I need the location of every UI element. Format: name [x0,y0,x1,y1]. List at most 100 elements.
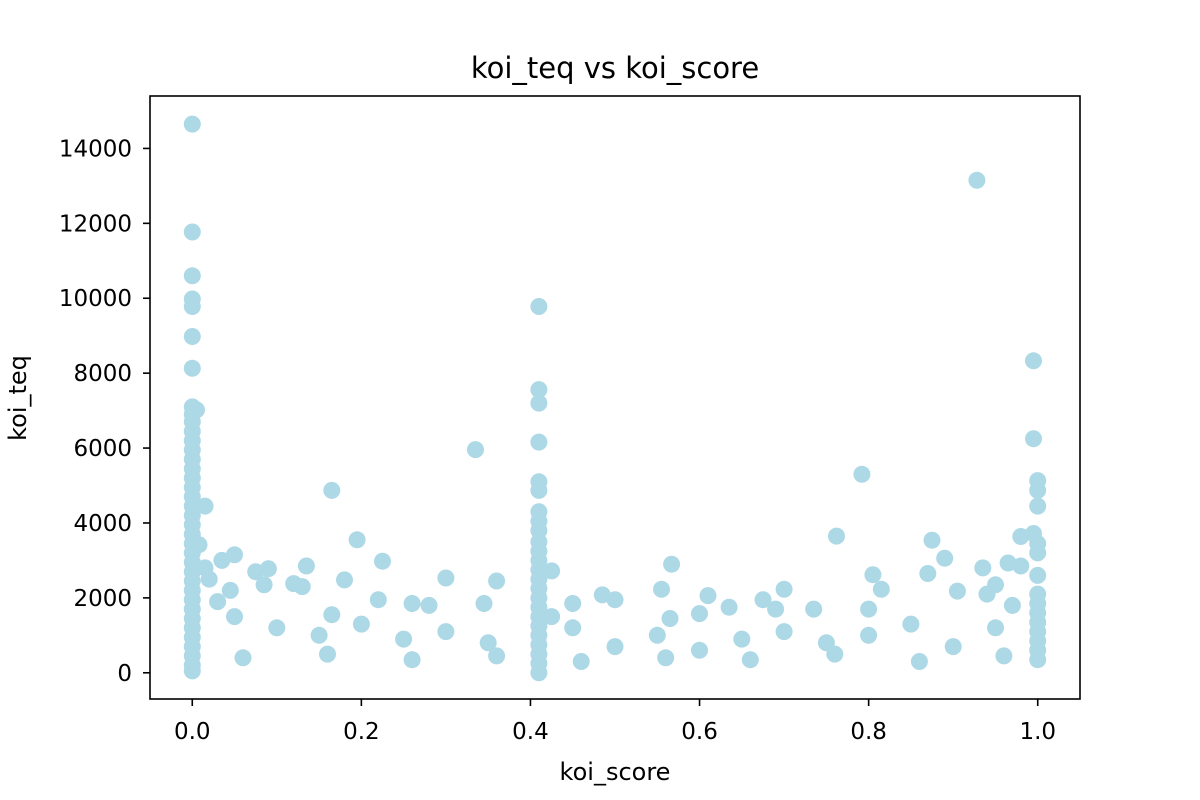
scatter-point [247,563,265,581]
scatter-point [648,626,666,644]
scatter-point [564,595,582,612]
scatter-point [221,581,239,599]
scatter-point [183,662,201,680]
scatter-point [293,578,311,596]
scatter-point [268,619,286,637]
scatter-point [741,651,759,669]
scatter-point [543,608,561,626]
scatter-point [606,591,624,609]
scatter-point [369,591,387,609]
scatter-point [1025,430,1042,448]
x-tick-label: 0.2 [343,719,380,745]
data-points [183,115,1047,682]
scatter-point [475,595,493,612]
scatter-point [209,593,227,611]
scatter-point [653,580,670,598]
scatter-point [1029,651,1047,669]
x-tick-label: 0.0 [174,719,211,745]
scatter-point [606,638,624,656]
scatter-point [183,328,201,345]
scatter-point [853,465,871,483]
scatter-point [987,619,1004,637]
scatter-point [395,630,413,648]
scatter-point [319,645,336,663]
y-tick-label: 6000 [73,436,132,462]
x-tick-label: 0.4 [512,719,549,745]
scatter-point [999,554,1017,572]
chart-title: koi_teq vs koi_score [471,51,759,85]
x-axis: 0.0 0.2 0.4 0.6 0.8 1.0 [174,699,1056,745]
scatter-point [543,562,561,580]
scatter-point [530,298,548,315]
scatter-point [564,619,582,637]
scatter-point [1029,497,1047,515]
scatter-point [437,569,455,587]
scatter-point [530,481,548,499]
scatter-point [183,267,201,285]
y-tick-label: 2000 [73,586,132,612]
scatter-point [183,298,201,315]
scatter-point [310,626,328,644]
scatter-point [828,527,845,545]
x-axis-label: koi_score [560,758,671,786]
scatter-point [805,600,823,618]
scatter-point [860,600,878,618]
scatter-point [936,549,954,567]
scatter-point [1029,481,1047,499]
scatter-point [733,630,751,648]
scatter-point [196,559,214,577]
scatter-point [420,596,438,614]
scatter-point [826,645,844,663]
scatter-point [1029,544,1047,562]
scatter-point [530,394,548,412]
scatter-point [183,359,201,377]
y-tick-label: 14000 [59,136,132,162]
scatter-point [775,580,793,598]
scatter-point [467,441,484,459]
scatter-point [323,606,341,624]
plot-frame [149,95,1081,700]
y-tick-label: 0 [117,661,132,687]
scatter-point [348,531,366,549]
scatter-point [775,623,793,641]
x-tick-label: 0.8 [850,719,887,745]
y-tick-label: 12000 [59,211,132,237]
scatter-point [183,223,201,241]
scatter-point [910,653,928,670]
scatter-point [1025,352,1042,370]
scatter-point [336,571,353,589]
scatter-point [297,557,315,575]
scatter-point [352,615,370,633]
scatter-point [226,546,243,564]
scatter-point [437,623,455,641]
scatter-point [572,653,590,670]
y-axis-label: koi_teq [4,355,32,441]
scatter-point [663,555,681,573]
scatter-point [691,641,708,659]
scatter-point [226,608,243,626]
scatter-point [661,610,679,627]
scatter-point [403,595,421,612]
scatter-point [864,566,882,584]
scatter-point [919,565,937,582]
y-tick-label: 8000 [73,361,132,387]
scatter-point [530,664,548,682]
scatter-point [1029,566,1047,584]
scatter-point [968,171,986,189]
scatter-point [948,582,966,600]
scatter-point [944,638,962,656]
y-tick-label: 10000 [59,286,132,312]
scatter-point [183,115,201,133]
scatter-point [902,615,920,633]
scatter-point [691,605,708,623]
scatter-point [699,587,717,605]
scatter-point [374,552,391,570]
scatter-point [872,580,890,598]
scatter-point [234,649,252,667]
scatter-point [978,585,996,603]
scatter-point [323,481,341,499]
scatter-point [995,647,1013,665]
scatter-point [657,649,675,667]
x-tick-label: 1.0 [1019,719,1056,745]
scatter-point [403,651,421,669]
